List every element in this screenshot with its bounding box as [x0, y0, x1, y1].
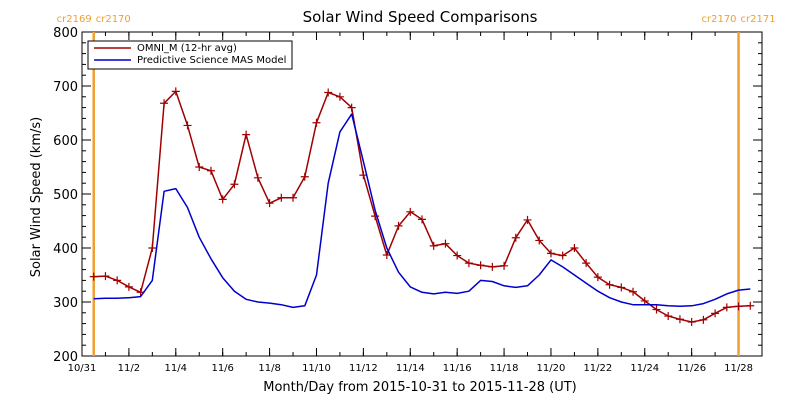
data-point: [253, 173, 262, 182]
data-point: [511, 233, 520, 242]
data-point: [195, 163, 204, 171]
data-point: [265, 199, 274, 208]
data-point: [277, 193, 286, 202]
x-tick-label: 11/18: [490, 363, 519, 374]
data-point: [160, 99, 169, 108]
data-point: [300, 172, 309, 181]
x-tick-label: 11/20: [537, 363, 566, 374]
legend: OMNI_M (12-hr avg) Predictive Science MA…: [87, 40, 293, 70]
data-point: [582, 259, 591, 268]
cr-label-right: cr2171: [741, 14, 776, 25]
data-point: [640, 296, 649, 305]
data-point: [242, 130, 251, 139]
cr-label-left: cr2169: [57, 14, 92, 25]
data-point: [124, 282, 133, 291]
legend-label-omni: OMNI_M (12-hr avg): [137, 43, 237, 54]
data-point: [171, 87, 180, 96]
data-point: [335, 92, 344, 101]
data-point: [441, 239, 450, 248]
data-point: [89, 272, 98, 281]
data-point: [546, 249, 555, 258]
data-point: [230, 180, 239, 189]
y-tick-label: 800: [53, 26, 78, 41]
x-tick-label: 11/28: [724, 363, 753, 374]
x-axis-label: Month/Day from 2015-10-31 to 2015-11-28 …: [263, 380, 576, 395]
data-point: [406, 207, 415, 216]
x-tick-label: 11/2: [118, 363, 140, 374]
y-tick-label: 400: [53, 242, 78, 257]
data-point: [476, 261, 485, 270]
chart-title: Solar Wind Speed Comparisons: [303, 8, 538, 26]
data-point: [500, 261, 509, 270]
data-point: [570, 244, 579, 252]
legend-box: [87, 40, 293, 70]
x-tick-label: 11/8: [258, 363, 280, 374]
data-point: [617, 283, 626, 292]
data-point: [675, 315, 684, 324]
data-point: [347, 103, 356, 112]
data-point: [394, 221, 403, 230]
data-point: [488, 262, 497, 271]
data-point: [218, 195, 227, 204]
y-tick-label: 200: [53, 350, 78, 365]
data-point: [312, 118, 321, 127]
data-point: [734, 302, 743, 311]
x-tick-label: 11/16: [443, 363, 472, 374]
data-point: [593, 273, 602, 282]
data-point: [558, 251, 567, 260]
data-point: [652, 305, 661, 314]
data-point: [687, 317, 696, 326]
data-point: [206, 166, 215, 175]
data-point: [371, 212, 380, 221]
data-point: [101, 272, 110, 281]
x-tick-label: 11/4: [165, 363, 187, 374]
data-point: [664, 312, 673, 321]
cr-label-left: cr2170: [701, 14, 736, 25]
data-point: [722, 303, 731, 312]
x-tick-label: 11/24: [630, 363, 659, 374]
y-axis-label: Solar Wind Speed (km/s): [29, 117, 44, 277]
data-point: [418, 215, 426, 224]
x-tick-label: 11/12: [349, 363, 378, 374]
data-point: [113, 276, 122, 285]
x-tick-label: 11/26: [677, 363, 706, 374]
x-tick-label: 11/6: [211, 363, 233, 374]
cr-label-right: cr2170: [96, 14, 131, 25]
data-point: [711, 309, 720, 318]
series-line-1: [93, 113, 751, 309]
data-point: [699, 315, 708, 324]
data-point: [464, 259, 473, 268]
y-tick-label: 600: [53, 134, 78, 149]
data-point: [324, 88, 333, 97]
data-point: [746, 301, 755, 310]
data-point: [605, 280, 614, 289]
data-point: [629, 287, 638, 296]
data-point: [148, 244, 157, 252]
data-point: [453, 251, 462, 260]
data-point: [535, 236, 544, 245]
x-tick-label: 11/10: [302, 363, 331, 374]
legend-label-mas: Predictive Science MAS Model: [137, 55, 286, 66]
data-point: [289, 193, 298, 202]
data-point: [429, 241, 438, 250]
y-tick-label: 500: [53, 188, 78, 203]
y-tick-label: 300: [53, 296, 78, 311]
plot-area: 10/31 11/2 11/4 11/6 11/8 11/10 11/12 11/14 11/1…: [53, 14, 775, 374]
y-tick-label: 700: [53, 80, 78, 95]
x-tick-label: 10/31: [68, 363, 97, 374]
data-point: [523, 215, 532, 224]
data-point: [183, 121, 192, 130]
x-tick-label: 11/14: [396, 363, 425, 374]
x-tick-label: 11/22: [583, 363, 612, 374]
